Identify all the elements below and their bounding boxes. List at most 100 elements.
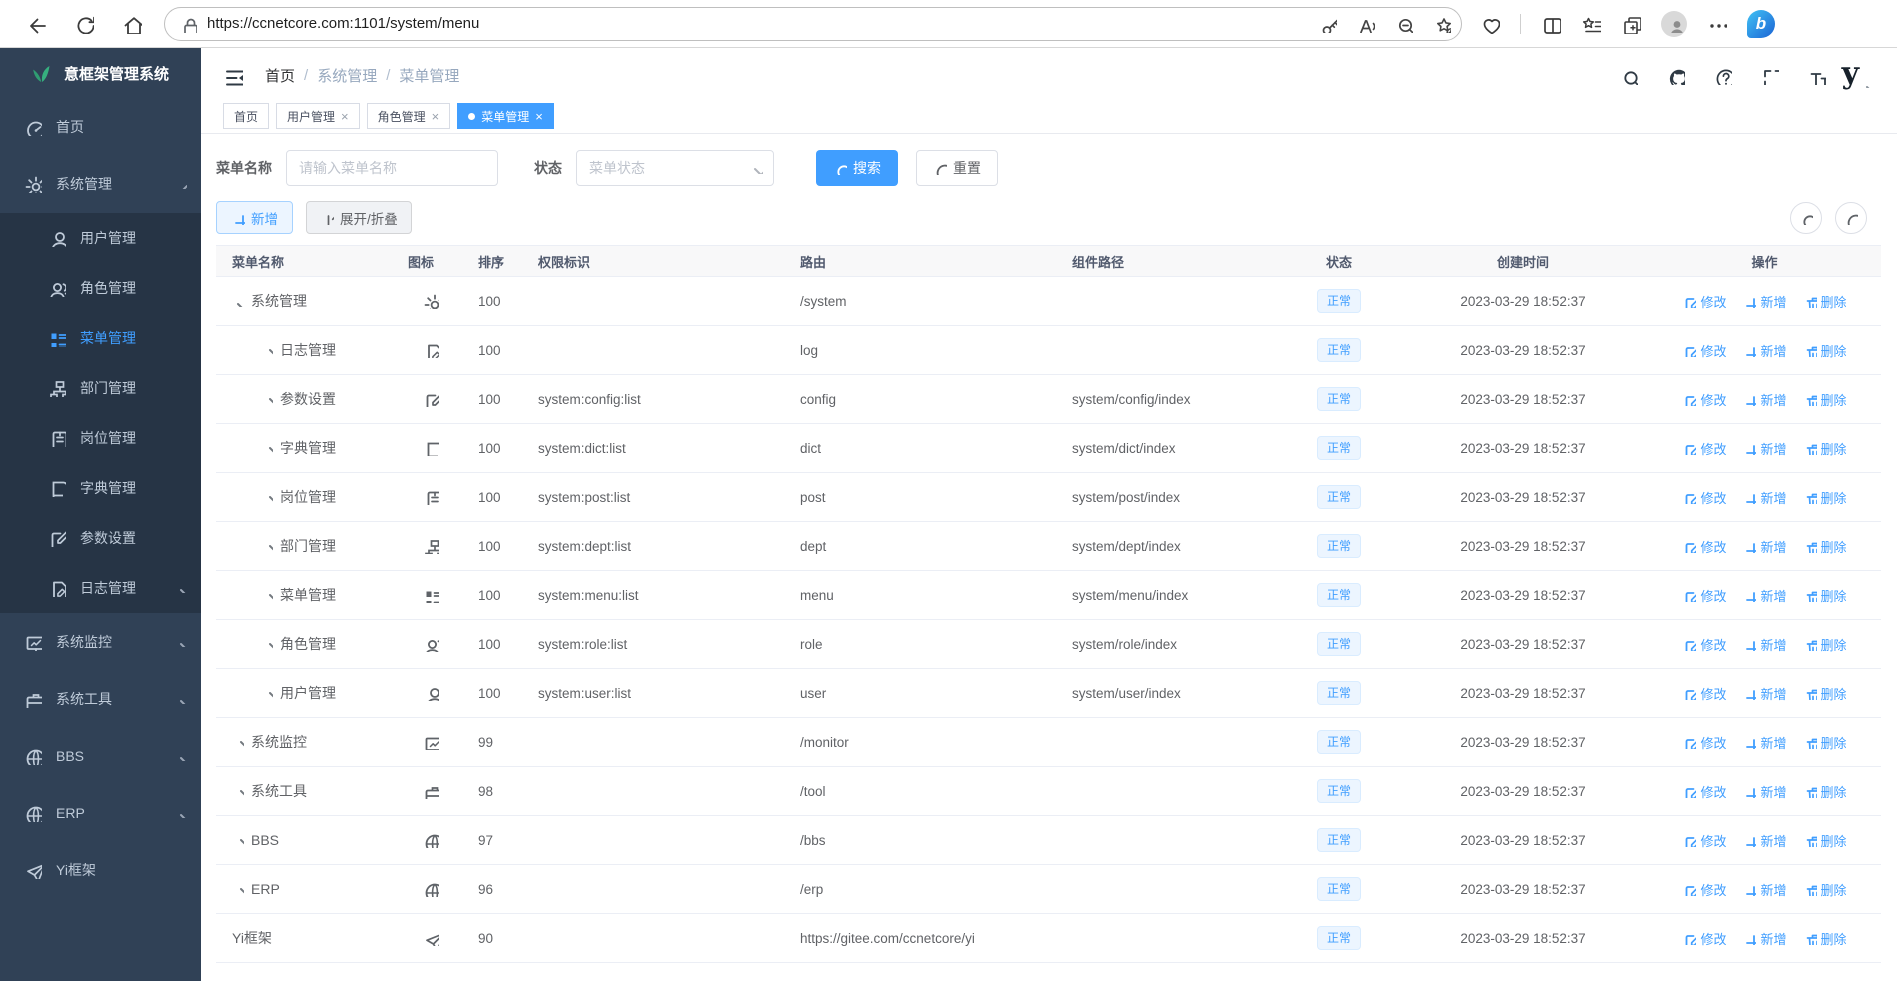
add-row-button[interactable]: 新增 — [1742, 341, 1787, 360]
close-icon[interactable]: × — [431, 108, 440, 124]
sidebar-item-post[interactable]: 岗位管理 — [0, 413, 201, 463]
essentials-button[interactable] — [1480, 14, 1500, 34]
add-row-button[interactable]: 新增 — [1742, 782, 1787, 801]
delete-button[interactable]: 删除 — [1803, 439, 1847, 458]
chevron-down-icon[interactable] — [232, 295, 244, 307]
more-button[interactable] — [1707, 14, 1727, 34]
add-row-button[interactable]: 新增 — [1742, 684, 1787, 703]
chevron-right-icon[interactable] — [261, 393, 273, 405]
expand-collapse-button[interactable]: 展开/折叠 — [306, 201, 412, 234]
breadcrumb-item[interactable]: 菜单管理 — [399, 68, 460, 85]
close-icon[interactable]: × — [341, 108, 349, 124]
table-refresh-button[interactable] — [1835, 201, 1867, 234]
sidebar-item-dept[interactable]: 部门管理 — [0, 363, 201, 413]
tab-home[interactable]: 首页 — [223, 103, 270, 129]
add-button[interactable]: 新增 — [216, 201, 293, 234]
question-button[interactable] — [1708, 61, 1738, 91]
add-row-button[interactable]: 新增 — [1742, 390, 1787, 409]
add-row-button[interactable]: 新增 — [1742, 733, 1787, 752]
fullscreen-button[interactable] — [1755, 61, 1785, 91]
edit-button[interactable]: 修改 — [1682, 684, 1726, 703]
sidebar-item-menu[interactable]: 菜单管理 — [0, 313, 201, 363]
sidebar-item-erp[interactable]: ERP — [0, 784, 201, 841]
add-row-button[interactable]: 新增 — [1742, 439, 1787, 458]
reload-button[interactable] — [68, 8, 100, 40]
sidebar-collapse-icon[interactable] — [223, 66, 243, 86]
edit-button[interactable]: 修改 — [1682, 635, 1726, 654]
delete-button[interactable]: 删除 — [1803, 537, 1847, 556]
add-row-button[interactable]: 新增 — [1742, 880, 1787, 899]
zoom-out-button[interactable] — [1395, 15, 1413, 33]
favorites-bar-button[interactable] — [1581, 14, 1601, 34]
table-search-button[interactable] — [1790, 201, 1822, 234]
search-button[interactable] — [1614, 61, 1644, 91]
chevron-right-icon[interactable] — [261, 491, 273, 503]
delete-button[interactable]: 删除 — [1803, 782, 1847, 801]
delete-button[interactable]: 删除 — [1803, 488, 1847, 507]
address-bar[interactable]: https://ccnetcore.com:1101/system/menu — [164, 6, 1462, 41]
delete-button[interactable]: 删除 — [1803, 831, 1847, 850]
back-button[interactable] — [20, 8, 52, 40]
chevron-right-icon[interactable] — [261, 540, 273, 552]
reset-button[interactable]: 重置 — [916, 150, 998, 186]
font-size-button[interactable] — [1802, 61, 1832, 91]
delete-button[interactable]: 删除 — [1803, 733, 1847, 752]
sidebar-item-role[interactable]: 角色管理 — [0, 263, 201, 313]
delete-button[interactable]: 删除 — [1803, 341, 1847, 360]
tab-role[interactable]: 角色管理 × — [366, 103, 451, 129]
edit-button[interactable]: 修改 — [1682, 341, 1726, 360]
edit-button[interactable]: 修改 — [1682, 831, 1726, 850]
delete-button[interactable]: 删除 — [1803, 684, 1847, 703]
search-button[interactable]: 搜索 — [816, 150, 898, 186]
delete-button[interactable]: 删除 — [1803, 292, 1847, 311]
chevron-right-icon[interactable] — [261, 638, 273, 650]
edit-button[interactable]: 修改 — [1682, 586, 1726, 605]
tab-user[interactable]: 用户管理 × — [276, 103, 360, 129]
add-row-button[interactable]: 新增 — [1742, 537, 1787, 556]
home-button[interactable] — [116, 8, 148, 40]
status-select[interactable]: 菜单状态 — [576, 150, 774, 186]
lock-icon[interactable] — [179, 15, 197, 33]
profile-avatar[interactable] — [1661, 10, 1687, 37]
chevron-right-icon[interactable] — [232, 785, 244, 797]
key-button[interactable] — [1319, 15, 1337, 33]
collections-button[interactable] — [1621, 14, 1641, 34]
chevron-right-icon[interactable] — [261, 589, 273, 601]
sidebar-item-system[interactable]: 系统管理 — [0, 155, 201, 213]
delete-button[interactable]: 删除 — [1803, 586, 1847, 605]
add-row-button[interactable]: 新增 — [1742, 831, 1787, 850]
breadcrumb-item[interactable]: 首页 — [265, 68, 296, 85]
chevron-right-icon[interactable] — [261, 442, 273, 454]
breadcrumb-item[interactable]: 系统管理 — [317, 68, 378, 85]
delete-button[interactable]: 删除 — [1803, 880, 1847, 899]
close-icon[interactable]: × — [535, 108, 543, 124]
edit-button[interactable]: 修改 — [1682, 488, 1726, 507]
chevron-right-icon[interactable] — [261, 344, 273, 356]
delete-button[interactable]: 删除 — [1803, 635, 1847, 654]
add-row-button[interactable]: 新增 — [1742, 635, 1787, 654]
add-row-button[interactable]: 新增 — [1742, 929, 1787, 948]
edit-button[interactable]: 修改 — [1682, 733, 1726, 752]
sidebar-item-yi[interactable]: Yi框架 — [0, 841, 201, 898]
edit-button[interactable]: 修改 — [1682, 292, 1726, 311]
delete-button[interactable]: 删除 — [1803, 929, 1847, 948]
edit-button[interactable]: 修改 — [1682, 929, 1726, 948]
read-aloud-button[interactable] — [1357, 15, 1375, 33]
edit-button[interactable]: 修改 — [1682, 537, 1726, 556]
add-row-button[interactable]: 新增 — [1742, 586, 1787, 605]
chevron-right-icon[interactable] — [232, 834, 244, 846]
sidebar-item-monitor[interactable]: 系统监控 — [0, 613, 201, 670]
tab-menu[interactable]: 菜单管理 × — [457, 103, 554, 129]
edit-button[interactable]: 修改 — [1682, 390, 1726, 409]
url-text[interactable]: https://ccnetcore.com:1101/system/menu — [207, 15, 480, 32]
sidebar-item-home[interactable]: 首页 — [0, 98, 201, 155]
chevron-right-icon[interactable] — [232, 736, 244, 748]
menu-name-input[interactable] — [286, 150, 498, 186]
sidebar-item-config[interactable]: 参数设置 — [0, 513, 201, 563]
add-row-button[interactable]: 新增 — [1742, 292, 1787, 311]
edit-button[interactable]: 修改 — [1682, 880, 1726, 899]
add-row-button[interactable]: 新增 — [1742, 488, 1787, 507]
chevron-right-icon[interactable] — [232, 883, 244, 895]
sidebar-item-tool[interactable]: 系统工具 — [0, 670, 201, 727]
edit-button[interactable]: 修改 — [1682, 782, 1726, 801]
